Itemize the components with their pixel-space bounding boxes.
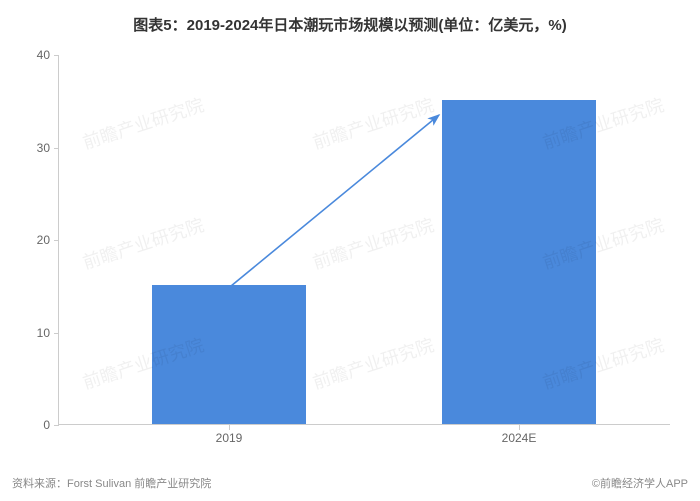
chart-area: 01020304020192024E	[58, 55, 670, 445]
y-tick-mark	[54, 240, 59, 241]
chart-title: 图表5：2019-2024年日本潮玩市场规模以预测(单位：亿美元，%)	[0, 0, 700, 35]
x-tick-mark	[229, 425, 230, 430]
y-tick-label: 10	[20, 326, 50, 340]
y-tick-mark	[54, 425, 59, 426]
y-tick-label: 0	[20, 418, 50, 432]
source-footer: 资料来源：Forst Sulivan 前瞻产业研究院	[12, 475, 211, 491]
y-tick-label: 20	[20, 233, 50, 247]
x-tick-label: 2019	[216, 431, 243, 445]
y-tick-label: 40	[20, 48, 50, 62]
y-tick-mark	[54, 148, 59, 149]
copyright-footer: ©前瞻经济学人APP	[592, 475, 688, 491]
x-tick-mark	[519, 425, 520, 430]
bar	[152, 285, 306, 424]
y-tick-mark	[54, 55, 59, 56]
y-tick-mark	[54, 333, 59, 334]
plot-area: 01020304020192024E	[58, 55, 670, 425]
bar	[442, 100, 596, 424]
y-tick-label: 30	[20, 141, 50, 155]
x-tick-label: 2024E	[502, 431, 537, 445]
